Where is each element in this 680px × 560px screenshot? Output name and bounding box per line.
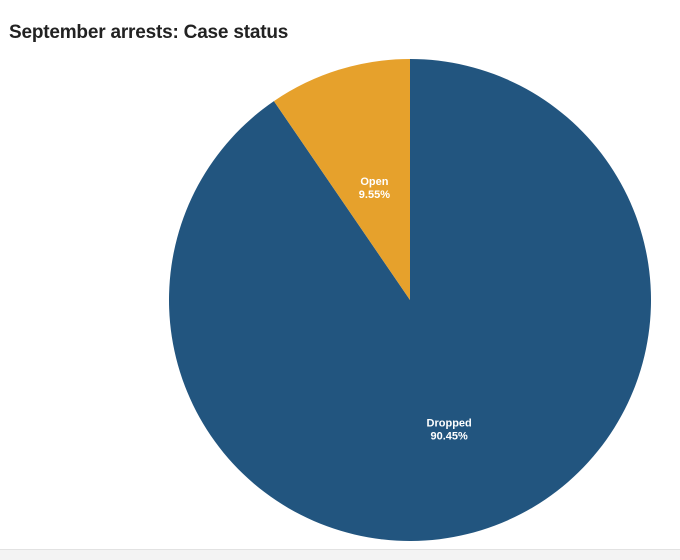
pie-labels: Dropped 90.45% Open 9.55%	[359, 176, 472, 443]
slice-label-open: Open 9.55%	[359, 176, 390, 201]
slice-value-open: 9.55%	[359, 189, 390, 201]
pie-slice-open	[273, 59, 410, 300]
bottom-divider	[0, 549, 680, 560]
pie-slices	[168, 59, 652, 541]
slice-label-dropped: Dropped 90.45%	[427, 418, 472, 443]
slice-name-dropped: Dropped	[427, 418, 472, 430]
chart-title: September arrests: Case status	[9, 22, 289, 43]
slice-name-open: Open	[360, 176, 388, 188]
slice-value-dropped: 90.45%	[431, 431, 469, 443]
